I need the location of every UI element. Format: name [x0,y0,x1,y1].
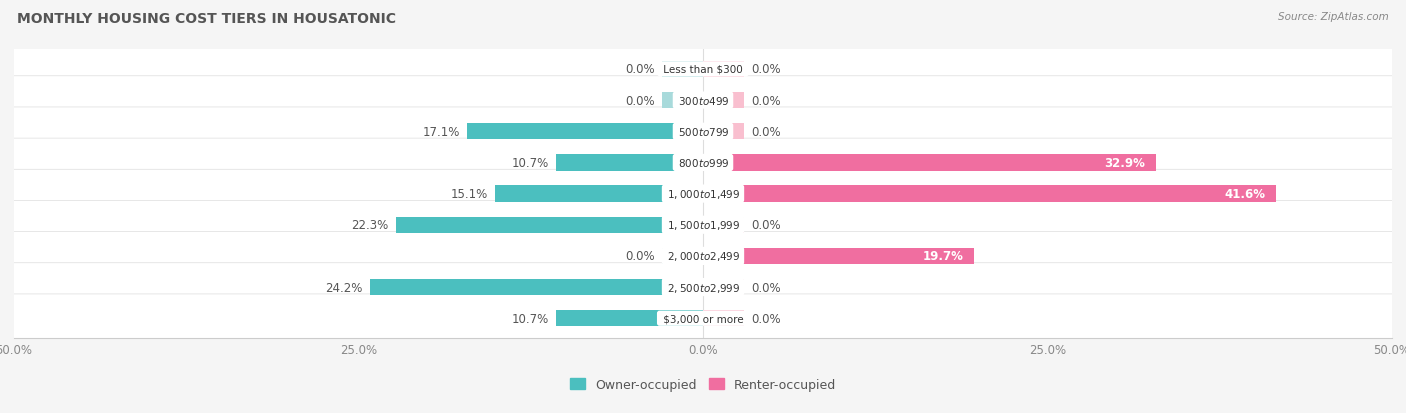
Text: 10.7%: 10.7% [512,312,548,325]
Text: MONTHLY HOUSING COST TIERS IN HOUSATONIC: MONTHLY HOUSING COST TIERS IN HOUSATONIC [17,12,396,26]
Text: $2,500 to $2,999: $2,500 to $2,999 [665,281,741,294]
Bar [662,93,703,109]
Bar [555,311,703,327]
Text: $500 to $799: $500 to $799 [675,126,731,138]
FancyBboxPatch shape [3,201,1403,249]
Bar [467,124,703,140]
Text: 0.0%: 0.0% [751,281,780,294]
FancyBboxPatch shape [3,108,1403,156]
Bar [703,217,744,233]
FancyBboxPatch shape [3,294,1403,343]
Text: 41.6%: 41.6% [1225,188,1265,201]
Text: 15.1%: 15.1% [451,188,488,201]
Bar [662,248,703,264]
Bar [395,217,703,233]
Bar [703,311,744,327]
Text: 17.1%: 17.1% [423,126,461,138]
Text: 0.0%: 0.0% [751,312,780,325]
Text: 0.0%: 0.0% [626,63,655,76]
Bar [370,279,703,295]
Text: $300 to $499: $300 to $499 [675,95,731,107]
Text: $800 to $999: $800 to $999 [675,157,731,169]
Bar [703,186,1277,202]
FancyBboxPatch shape [3,263,1403,312]
Text: 0.0%: 0.0% [751,219,780,232]
FancyBboxPatch shape [3,170,1403,218]
Bar [703,62,744,78]
Text: 24.2%: 24.2% [325,281,363,294]
Bar [495,186,703,202]
Text: 0.0%: 0.0% [751,94,780,107]
FancyBboxPatch shape [3,45,1403,94]
Text: 0.0%: 0.0% [626,250,655,263]
Text: $1,500 to $1,999: $1,500 to $1,999 [665,219,741,232]
FancyBboxPatch shape [3,139,1403,187]
Bar [703,124,744,140]
Bar [703,279,744,295]
Text: 32.9%: 32.9% [1105,157,1146,169]
Legend: Owner-occupied, Renter-occupied: Owner-occupied, Renter-occupied [565,373,841,396]
Bar [703,93,744,109]
Bar [703,155,1156,171]
FancyBboxPatch shape [3,232,1403,280]
Text: 22.3%: 22.3% [352,219,389,232]
Text: 0.0%: 0.0% [751,126,780,138]
Text: $2,000 to $2,499: $2,000 to $2,499 [665,250,741,263]
Text: 0.0%: 0.0% [626,94,655,107]
Bar [555,155,703,171]
Text: 19.7%: 19.7% [922,250,963,263]
Text: Source: ZipAtlas.com: Source: ZipAtlas.com [1278,12,1389,22]
Bar [662,62,703,78]
FancyBboxPatch shape [3,76,1403,125]
Text: $1,000 to $1,499: $1,000 to $1,499 [665,188,741,201]
Text: $3,000 or more: $3,000 or more [659,313,747,323]
Bar [703,248,974,264]
Text: 0.0%: 0.0% [751,63,780,76]
Text: Less than $300: Less than $300 [659,65,747,75]
Text: 10.7%: 10.7% [512,157,548,169]
